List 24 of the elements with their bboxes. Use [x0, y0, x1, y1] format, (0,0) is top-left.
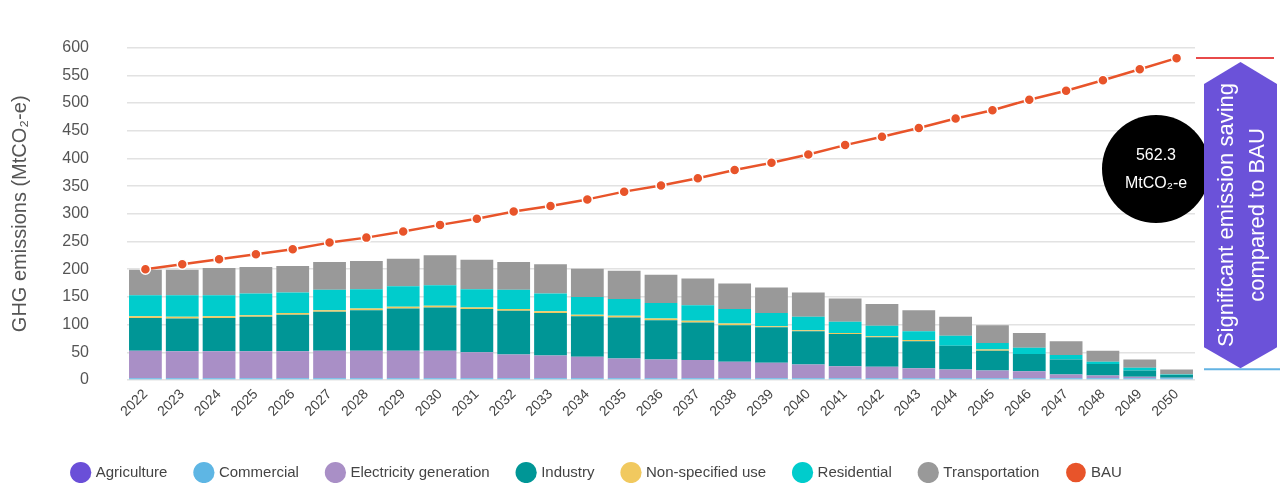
legend-label: Residential	[817, 462, 892, 480]
y-tick-label: 250	[62, 231, 90, 249]
y-tick-label: 600	[62, 38, 90, 56]
y-tick-label: 350	[62, 176, 90, 194]
y-tick-label: 300	[62, 204, 90, 222]
y-tick-label: 100	[62, 315, 90, 333]
legend-label: Industry	[541, 462, 596, 480]
y-tick-label: 450	[62, 121, 90, 139]
legend-label: Agriculture	[95, 462, 168, 480]
y-tick-label: 150	[62, 287, 90, 305]
legend-label: Non-specified use	[646, 462, 767, 480]
legend-label: BAU	[1090, 462, 1122, 480]
y-tick-label: 0	[80, 370, 90, 388]
legend-label: Electricity generation	[350, 462, 490, 480]
y-tick-label: 400	[62, 148, 90, 166]
y-tick-label: 200	[62, 259, 90, 277]
y-tick-label: 550	[62, 65, 90, 83]
legend-label: Transportation	[943, 462, 1040, 480]
annotation: 562.3 MtCO₂-e	[1123, 144, 1189, 193]
text: Significant emission saving compared to BAU	[1211, 82, 1270, 350]
legend-label: Commercial	[218, 462, 299, 480]
y-tick-label: 500	[62, 93, 90, 111]
y-axis-title: GHG emissions (MtCO₂-e)	[7, 95, 30, 333]
y-tick-label: 50	[71, 342, 90, 360]
